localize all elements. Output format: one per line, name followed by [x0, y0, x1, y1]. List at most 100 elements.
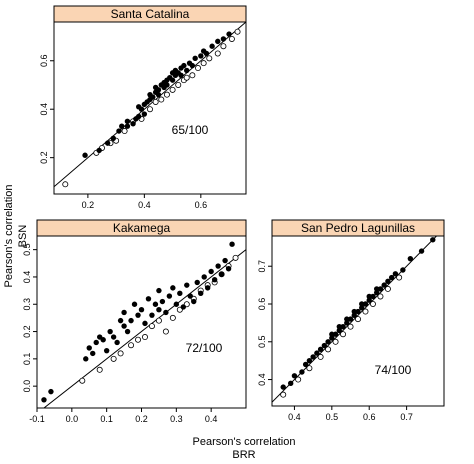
filled-point	[204, 285, 211, 291]
open-point	[163, 91, 170, 98]
open-point	[347, 323, 354, 330]
open-point	[135, 336, 142, 343]
filled-point	[192, 55, 198, 62]
open-point	[200, 60, 207, 67]
open-point	[158, 96, 165, 103]
open-point	[228, 35, 235, 42]
filled-point	[430, 237, 436, 243]
filled-point	[169, 77, 176, 83]
filled-point	[229, 241, 235, 247]
filled-point	[287, 380, 294, 387]
reference-line	[54, 22, 246, 188]
open-point	[340, 331, 347, 338]
filled-point	[119, 123, 125, 129]
open-point	[354, 316, 361, 323]
filled-point	[177, 290, 183, 297]
filled-point	[373, 286, 380, 292]
filled-point	[351, 308, 357, 315]
filled-point	[215, 38, 221, 45]
filled-point	[344, 320, 350, 326]
open-point	[384, 285, 391, 292]
y-tick-label: 0.3	[22, 298, 32, 311]
plot-box	[271, 235, 445, 407]
filled-point	[131, 301, 138, 307]
open-point	[232, 254, 239, 261]
filled-point	[90, 350, 96, 357]
filled-point	[302, 361, 309, 368]
open-point	[96, 366, 103, 373]
filled-point	[359, 301, 365, 307]
filled-point	[114, 339, 120, 346]
y-axis-title-line2: BSN	[17, 225, 29, 248]
filled-point	[370, 293, 376, 300]
filled-point	[124, 123, 131, 129]
filled-point	[110, 334, 117, 340]
filled-point	[418, 248, 425, 254]
filled-point	[362, 301, 369, 307]
open-point	[206, 55, 213, 62]
filled-point	[321, 342, 328, 349]
filled-point	[218, 271, 225, 277]
filled-point	[41, 397, 47, 403]
filled-point	[124, 328, 131, 335]
filled-point	[93, 339, 99, 346]
x-tick-label: 0.4	[138, 200, 151, 210]
open-point	[369, 300, 376, 307]
filled-point	[82, 152, 88, 158]
filled-point	[336, 327, 343, 334]
filled-point	[194, 279, 200, 286]
filled-point	[142, 320, 148, 327]
filled-point	[329, 331, 335, 337]
filled-point	[187, 293, 193, 299]
panels: Santa Catalina 0.2 0.4 0.6 0.2 0.4 0.6 65/100 Ka…	[22, 5, 445, 424]
y-tick-label: 0.5	[22, 243, 32, 256]
open-point	[162, 328, 169, 335]
filled-point	[226, 31, 232, 37]
filled-point	[373, 289, 380, 296]
filled-point	[332, 331, 339, 337]
filled-point	[86, 345, 92, 351]
y-tick-label: 0.4	[257, 373, 267, 386]
panel-2: Kakamega -0.1 0.0 0.1 0.2 0.3 0.4 0.0 0.1 0.2 0.3 0…	[22, 219, 247, 424]
filled-point	[107, 328, 113, 335]
filled-point	[347, 316, 354, 322]
open-point	[332, 338, 339, 345]
x-tick-label: 0.2	[82, 200, 95, 210]
filled-point	[159, 298, 166, 305]
filled-point	[385, 278, 391, 285]
filled-point	[280, 384, 286, 390]
y-tick-label: 0.1	[22, 353, 32, 366]
filled-point	[163, 309, 169, 316]
filled-point	[155, 91, 162, 98]
filled-point	[150, 94, 156, 100]
filled-point	[83, 356, 89, 362]
open-point	[79, 377, 86, 384]
open-point	[214, 50, 221, 57]
filled-point	[155, 87, 162, 93]
filled-point	[103, 347, 110, 354]
filled-point	[325, 339, 331, 345]
open-point	[155, 317, 162, 324]
open-point	[306, 365, 313, 372]
filled-point	[359, 305, 365, 311]
open-point	[146, 106, 153, 113]
filled-point	[203, 50, 210, 57]
filled-point	[184, 282, 190, 288]
open-point	[128, 342, 135, 349]
filled-point	[366, 297, 372, 303]
x-tick-label: 0.0	[66, 414, 79, 424]
filled-point	[149, 312, 155, 318]
filled-point	[198, 290, 204, 297]
y-tick-label: 0.4	[22, 271, 32, 284]
filled-point	[100, 337, 106, 343]
filled-point	[336, 323, 343, 330]
filled-point	[220, 36, 227, 42]
x-tick-label: 0.4	[288, 412, 301, 422]
filled-point	[208, 268, 214, 275]
y-tick-label: 0.6	[39, 55, 49, 68]
open-point	[152, 98, 159, 105]
filled-point	[136, 113, 142, 120]
x-tick-label: 0.6	[195, 200, 208, 210]
y-tick-label: 0.4	[39, 103, 49, 116]
